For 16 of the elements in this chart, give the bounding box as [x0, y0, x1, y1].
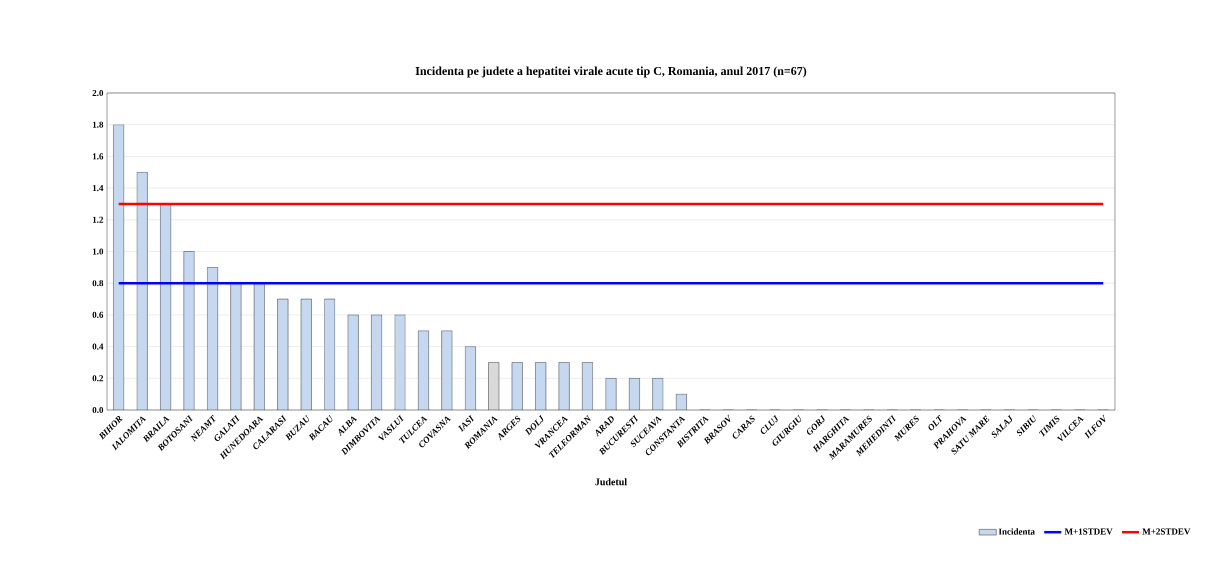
y-tick-label: 0.6 — [92, 311, 104, 318]
y-tick-label: 0.4 — [92, 343, 104, 350]
y-tick-label: 1.2 — [92, 216, 104, 223]
y-tick-label: 0.0 — [92, 406, 104, 414]
x-axis-title: Judetul — [595, 478, 627, 486]
y-tick-label: 1.0 — [92, 248, 104, 255]
y-tick-label: 1.8 — [92, 121, 104, 128]
y-tick-label: 2.0 — [92, 89, 104, 97]
y-tick-label: 1.4 — [92, 185, 104, 192]
legend-label: M+2STDEV — [1142, 528, 1191, 535]
legend-label: Incidenta — [998, 528, 1035, 535]
y-tick-label: 1.6 — [92, 153, 104, 160]
chart-title: Incidenta pe judete a hepatitei virale acute tip C, Romania, anul 2017 (n=67) — [415, 66, 807, 78]
y-tick-label: 0.8 — [92, 280, 104, 287]
y-tick-label: 0.2 — [92, 375, 104, 382]
legend-label: M+1STDEV — [1064, 528, 1113, 535]
